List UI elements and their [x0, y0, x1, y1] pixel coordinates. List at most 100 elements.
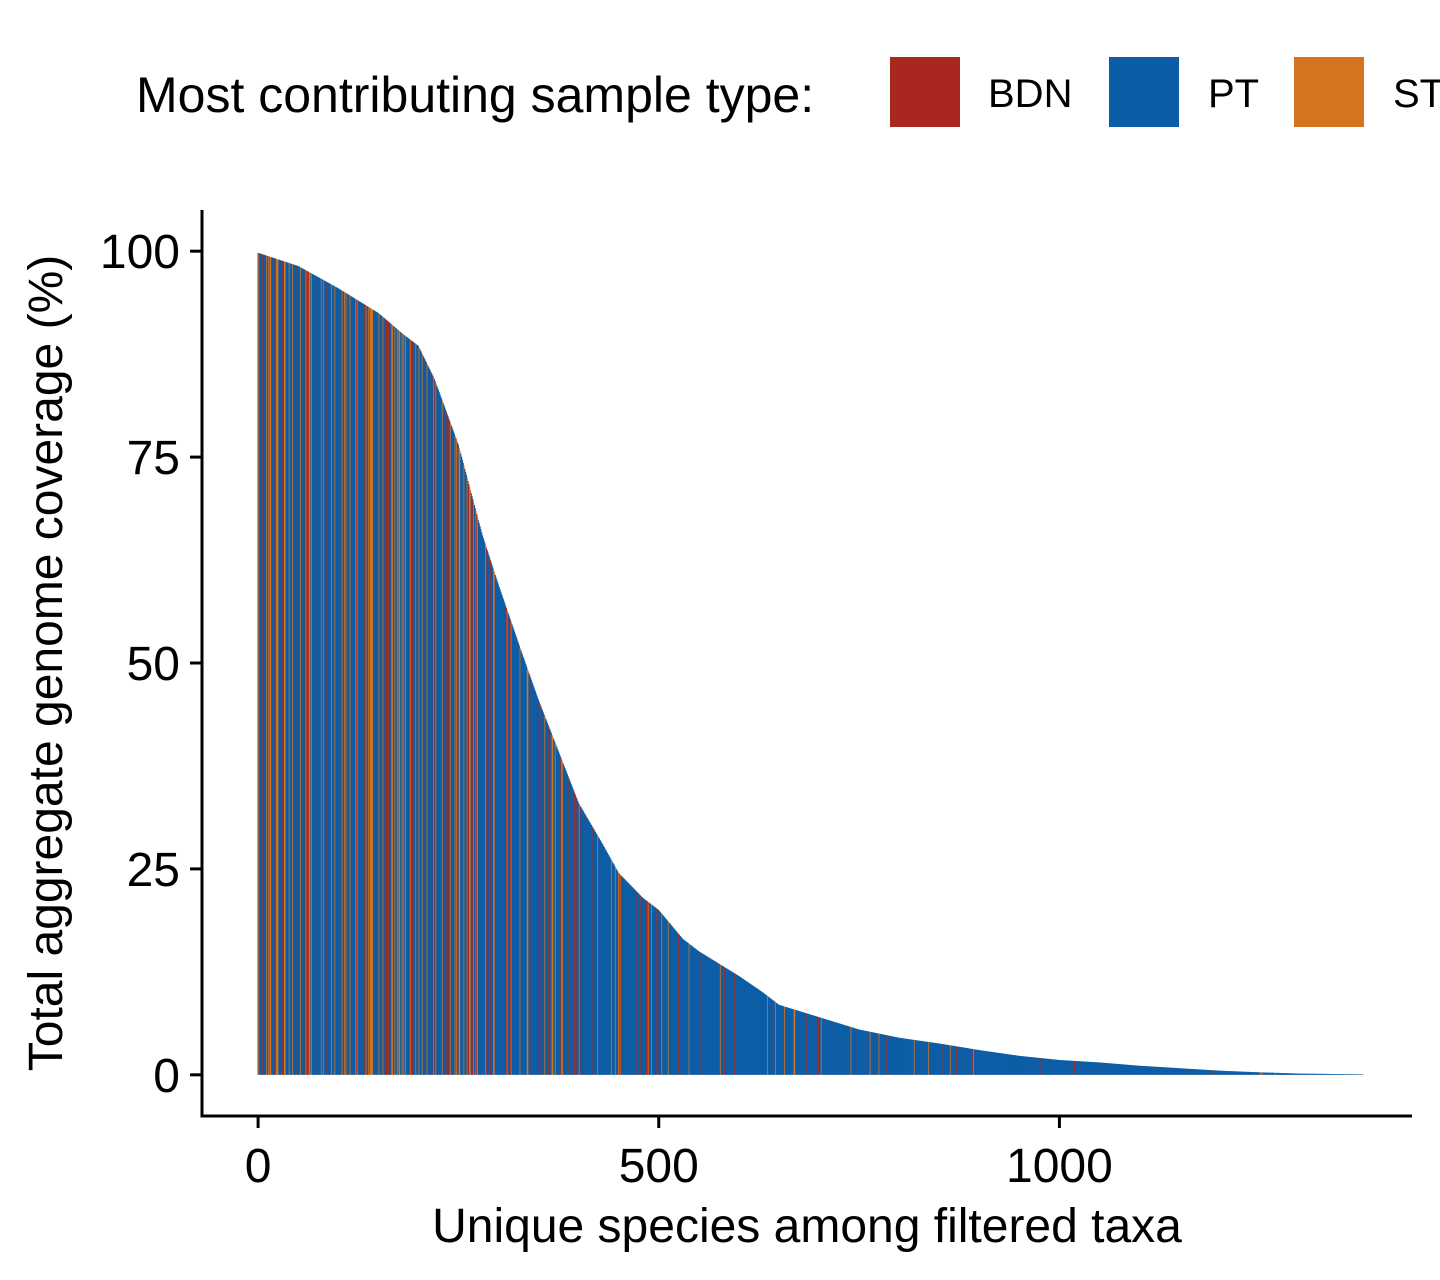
bar-pt [342, 291, 344, 1075]
bar-pt [951, 1045, 953, 1075]
bar-bdn [579, 805, 581, 1075]
bar-pt [1274, 1072, 1276, 1075]
bar-pt [679, 935, 681, 1075]
bar-pt [938, 1043, 940, 1075]
bar-pt [882, 1034, 884, 1075]
bar-pt [1001, 1053, 1004, 1075]
bar-pt [1155, 1066, 1157, 1075]
bar-pt [901, 1038, 903, 1075]
legend-swatch-st [1294, 57, 1364, 127]
bar-pt [1352, 1074, 1354, 1075]
bar-pt [486, 550, 488, 1075]
bar-pt [816, 1016, 818, 1075]
bar-pt [572, 788, 574, 1075]
bar-pt [1046, 1058, 1048, 1075]
bar-pt [795, 1010, 797, 1075]
bar-bdn [864, 1030, 867, 1075]
bar-st [398, 330, 400, 1075]
bar-pt [785, 1007, 787, 1075]
bar-pt [416, 345, 419, 1075]
bar-pt [267, 255, 269, 1075]
bar-pt [893, 1036, 895, 1075]
bar-pt [954, 1046, 956, 1075]
bar-pt [442, 403, 444, 1075]
bar-pt [1167, 1067, 1169, 1075]
bar-st [266, 255, 268, 1075]
bar-pt [520, 650, 522, 1075]
bar-bdn [648, 902, 650, 1075]
bar-st [349, 295, 351, 1075]
bar-bdn [455, 438, 457, 1075]
bar-pt [1231, 1071, 1233, 1075]
bar-pt [584, 814, 586, 1075]
bar-pt [701, 953, 703, 1075]
bar-pt [1009, 1054, 1012, 1075]
bar-pt [1232, 1071, 1234, 1075]
bar-pt [719, 964, 721, 1075]
bar-pt [384, 319, 387, 1075]
bar-pt [812, 1015, 814, 1075]
bar-pt [1053, 1059, 1055, 1075]
bar-pt [1042, 1058, 1044, 1075]
bar-pt [929, 1042, 931, 1075]
bar-pt [926, 1041, 928, 1075]
bar-pt [854, 1028, 856, 1075]
bar-st [561, 759, 563, 1075]
bar-st [475, 511, 477, 1075]
bar-pt [692, 946, 694, 1075]
bar-pt [293, 264, 295, 1075]
bar-pt [1150, 1066, 1152, 1075]
bar-pt [872, 1032, 874, 1075]
bar-pt [691, 945, 693, 1075]
bar-pt [999, 1053, 1001, 1075]
bar-pt [287, 262, 290, 1075]
bar-pt [1211, 1070, 1213, 1075]
bar-pt [310, 273, 312, 1075]
bar-pt [1323, 1073, 1325, 1075]
bar-pt [1190, 1068, 1192, 1075]
bar-pt [376, 311, 378, 1075]
bar-pt [445, 409, 447, 1075]
bar-pt [673, 928, 675, 1075]
bar-pt [1215, 1070, 1218, 1075]
bar-pt [1102, 1062, 1104, 1075]
bar-st [323, 280, 325, 1075]
bar-pt [881, 1034, 883, 1075]
bar-st [449, 422, 451, 1075]
bar-pt [941, 1044, 943, 1075]
bar-pt [1163, 1067, 1165, 1075]
bar-pt [1113, 1063, 1115, 1075]
bar-bdn [972, 1049, 974, 1075]
bar-pt [1175, 1067, 1177, 1075]
bar-pt [610, 858, 612, 1075]
bar-st [562, 761, 564, 1075]
bar-pt [543, 714, 545, 1075]
bar-pt [1044, 1058, 1046, 1075]
bar-pt [608, 855, 610, 1075]
bar-pt [1335, 1074, 1337, 1075]
bar-pt [1243, 1071, 1245, 1075]
bar-pt [1277, 1072, 1279, 1075]
bar-pt [872, 1032, 875, 1075]
bar-pt [1267, 1072, 1270, 1075]
bar-pt [735, 974, 738, 1075]
bar-pt [791, 1008, 793, 1075]
bar-pt [796, 1010, 798, 1075]
bar-pt [953, 1045, 955, 1075]
bar-st [973, 1049, 975, 1075]
bar-pt [849, 1026, 851, 1075]
bar-pt [1224, 1070, 1226, 1075]
bar-pt [704, 955, 706, 1075]
bar-pt [362, 303, 364, 1075]
bar-pt [948, 1045, 950, 1075]
bar-pt [739, 976, 741, 1075]
bar-pt [662, 914, 664, 1075]
bar-pt [590, 823, 592, 1075]
bar-pt [1000, 1053, 1002, 1075]
bar-pt [1110, 1063, 1113, 1075]
bar-pt [1117, 1063, 1119, 1075]
bar-pt [927, 1041, 929, 1075]
bar-pt [690, 945, 692, 1075]
bar-st [459, 450, 461, 1075]
bar-pt [1005, 1053, 1007, 1075]
